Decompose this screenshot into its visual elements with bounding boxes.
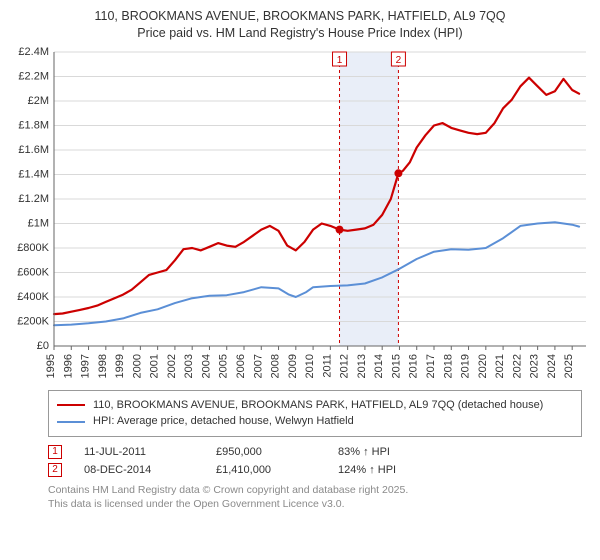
svg-text:2015: 2015 xyxy=(390,354,402,378)
svg-text:2017: 2017 xyxy=(425,354,437,378)
legend-swatch xyxy=(57,421,85,423)
chart-area: £0 £200K £400K £600K £800K £1M £1.2M £1.4M £1.6M… xyxy=(8,46,592,386)
svg-text:£800K: £800K xyxy=(17,242,49,254)
svg-text:1995: 1995 xyxy=(45,354,57,378)
svg-text:2008: 2008 xyxy=(270,354,282,378)
chart-titles: 110, BROOKMANS AVENUE, BROOKMANS PARK, H… xyxy=(8,8,592,42)
events-table: 1 11-JUL-2011 £950,000 83% ↑ HPI 2 08-DEC-201… xyxy=(48,443,582,479)
svg-text:2016: 2016 xyxy=(408,354,420,378)
event-hpi: 83% ↑ HPI xyxy=(338,446,448,458)
svg-text:£2.2M: £2.2M xyxy=(18,70,49,82)
footer-line-1: Contains HM Land Registry data © Crown c… xyxy=(48,483,582,497)
svg-text:£600K: £600K xyxy=(17,266,49,278)
title-line-2: Price paid vs. HM Land Registry's House … xyxy=(8,25,592,42)
svg-text:2011: 2011 xyxy=(321,354,333,378)
footer-attribution: Contains HM Land Registry data © Crown c… xyxy=(48,483,582,511)
legend-label: HPI: Average price, detached house, Welw… xyxy=(93,413,354,430)
svg-text:1998: 1998 xyxy=(97,354,109,378)
svg-text:£1M: £1M xyxy=(28,217,49,229)
svg-text:£1.2M: £1.2M xyxy=(18,193,49,205)
svg-text:2003: 2003 xyxy=(183,354,195,378)
event-marker: 2 xyxy=(48,463,62,477)
svg-text:2010: 2010 xyxy=(304,354,316,378)
svg-text:2024: 2024 xyxy=(546,354,558,378)
legend-swatch xyxy=(57,404,85,406)
svg-text:2014: 2014 xyxy=(373,354,385,378)
svg-text:£1.8M: £1.8M xyxy=(18,119,49,131)
svg-text:1999: 1999 xyxy=(114,354,126,378)
legend-label: 110, BROOKMANS AVENUE, BROOKMANS PARK, H… xyxy=(93,397,543,414)
line-chart: £0 £200K £400K £600K £800K £1M £1.2M £1.4M £1.6M… xyxy=(8,46,592,386)
svg-text:2001: 2001 xyxy=(149,354,161,378)
svg-text:2012: 2012 xyxy=(339,354,351,378)
svg-text:2020: 2020 xyxy=(477,354,489,378)
legend-item: 110, BROOKMANS AVENUE, BROOKMANS PARK, H… xyxy=(57,397,573,414)
event-hpi: 124% ↑ HPI xyxy=(338,464,448,476)
svg-text:£1.6M: £1.6M xyxy=(18,144,49,156)
svg-text:2000: 2000 xyxy=(131,354,143,378)
svg-text:2013: 2013 xyxy=(356,354,368,378)
svg-text:£0: £0 xyxy=(37,340,49,352)
title-line-1: 110, BROOKMANS AVENUE, BROOKMANS PARK, H… xyxy=(8,8,592,25)
svg-text:2006: 2006 xyxy=(235,354,247,378)
event-date: 08-DEC-2014 xyxy=(84,464,194,476)
svg-text:2002: 2002 xyxy=(166,354,178,378)
svg-text:£1.4M: £1.4M xyxy=(18,168,49,180)
svg-text:2: 2 xyxy=(396,55,402,66)
event-row: 2 08-DEC-2014 £1,410,000 124% ↑ HPI xyxy=(48,461,582,479)
svg-text:2023: 2023 xyxy=(529,354,541,378)
svg-text:2018: 2018 xyxy=(442,354,454,378)
event-price: £1,410,000 xyxy=(216,464,316,476)
event-marker: 1 xyxy=(48,445,62,459)
svg-text:£2M: £2M xyxy=(28,95,49,107)
svg-text:2021: 2021 xyxy=(494,354,506,378)
legend: 110, BROOKMANS AVENUE, BROOKMANS PARK, H… xyxy=(48,390,582,437)
svg-text:£400K: £400K xyxy=(17,291,49,303)
svg-text:1997: 1997 xyxy=(80,354,92,378)
svg-text:£2.4M: £2.4M xyxy=(18,46,49,58)
svg-text:1996: 1996 xyxy=(62,354,74,378)
event-row: 1 11-JUL-2011 £950,000 83% ↑ HPI xyxy=(48,443,582,461)
svg-text:2009: 2009 xyxy=(287,354,299,378)
footer-line-2: This data is licensed under the Open Gov… xyxy=(48,497,582,511)
svg-text:2019: 2019 xyxy=(460,354,472,378)
svg-text:2007: 2007 xyxy=(252,354,264,378)
svg-text:2005: 2005 xyxy=(218,354,230,378)
svg-text:£200K: £200K xyxy=(17,315,49,327)
legend-item: HPI: Average price, detached house, Welw… xyxy=(57,413,573,430)
svg-text:2022: 2022 xyxy=(511,354,523,378)
svg-text:2004: 2004 xyxy=(200,354,212,378)
event-date: 11-JUL-2011 xyxy=(84,446,194,458)
svg-text:1: 1 xyxy=(337,55,343,66)
svg-text:2025: 2025 xyxy=(563,354,575,378)
event-price: £950,000 xyxy=(216,446,316,458)
